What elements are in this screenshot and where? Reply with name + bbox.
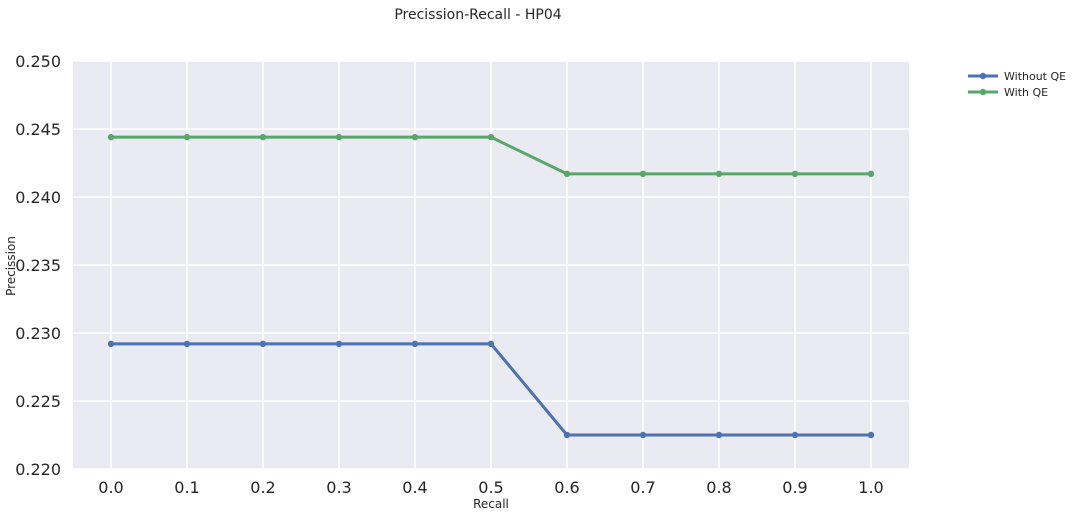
data-point-with-qe <box>867 170 875 178</box>
y-tick-label: 0.245 <box>15 120 61 139</box>
x-tick-label: 0.9 <box>782 478 807 497</box>
y-tick-label: 0.240 <box>15 188 61 207</box>
data-point-without-qe <box>867 431 875 439</box>
y-tick-label: 0.230 <box>15 324 61 343</box>
y-tick-label: 0.225 <box>15 392 61 411</box>
x-tick-label: 1.0 <box>858 478 883 497</box>
y-axis-label: Precission <box>4 236 18 296</box>
legend-swatch-marker <box>979 88 987 96</box>
data-point-with-qe <box>791 170 799 178</box>
data-point-without-qe <box>411 340 419 348</box>
data-point-with-qe <box>259 133 267 141</box>
legend-item-with-qe: With QE <box>968 86 1048 99</box>
x-tick-label: 0.2 <box>250 478 275 497</box>
x-tick-label: 0.5 <box>478 478 503 497</box>
x-tick-label: 0.8 <box>706 478 731 497</box>
data-point-with-qe <box>107 133 115 141</box>
data-point-with-qe <box>411 133 419 141</box>
x-axis-ticks: 0.0 0.1 0.2 0.3 0.4 0.5 0.6 0.7 0.8 0.9 1.0 <box>98 478 883 497</box>
x-tick-label: 0.3 <box>326 478 351 497</box>
data-point-with-qe <box>183 133 191 141</box>
data-point-without-qe <box>107 340 115 348</box>
x-tick-label: 0.4 <box>402 478 427 497</box>
data-point-without-qe <box>259 340 267 348</box>
grid-layer <box>73 60 909 470</box>
y-tick-label: 0.220 <box>15 460 61 479</box>
legend-item-without-qe: Without QE <box>968 70 1066 83</box>
data-point-with-qe <box>563 170 571 178</box>
legend-label: Without QE <box>1004 70 1066 83</box>
data-point-without-qe <box>183 340 191 348</box>
data-point-without-qe <box>791 431 799 439</box>
data-point-without-qe <box>335 340 343 348</box>
data-point-without-qe <box>487 340 495 348</box>
legend-swatch-marker <box>979 72 987 80</box>
data-point-with-qe <box>715 170 723 178</box>
data-point-without-qe <box>563 431 571 439</box>
x-tick-label: 0.1 <box>174 478 199 497</box>
x-tick-label: 0.7 <box>630 478 655 497</box>
x-tick-label: 0.6 <box>554 478 579 497</box>
data-point-without-qe <box>715 431 723 439</box>
y-tick-label: 0.250 <box>15 52 61 71</box>
series-without-qe <box>107 340 875 439</box>
x-axis-label: Recall <box>473 497 509 511</box>
y-axis-ticks: 0.220 0.225 0.230 0.235 0.240 0.245 0.250 <box>15 52 61 479</box>
data-point-with-qe <box>335 133 343 141</box>
data-point-without-qe <box>639 431 647 439</box>
chart-title: Precission-Recall - HP04 <box>394 7 561 23</box>
series-with-qe <box>107 133 875 178</box>
data-point-with-qe <box>487 133 495 141</box>
series-layer <box>107 133 875 439</box>
legend: Without QE With QE <box>968 70 1066 99</box>
legend-label: With QE <box>1004 86 1048 99</box>
data-point-with-qe <box>639 170 647 178</box>
x-tick-label: 0.0 <box>98 478 123 497</box>
y-tick-label: 0.235 <box>15 256 61 275</box>
